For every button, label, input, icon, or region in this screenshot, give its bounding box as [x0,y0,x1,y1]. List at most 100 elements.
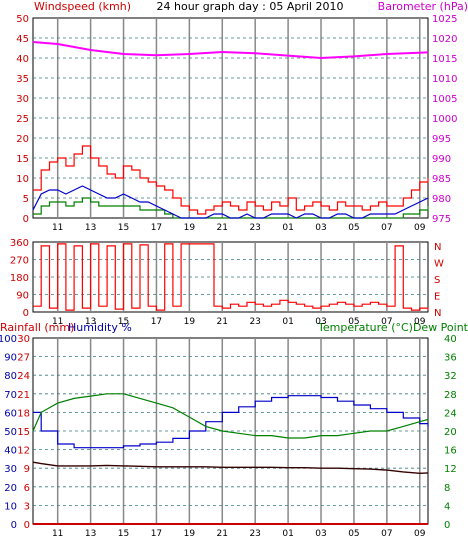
wind-y-tick: 0 [23,214,29,225]
wind-panel-frame [32,17,429,219]
humidity-y-tick: 100 [0,334,17,345]
rain-y-tick: 0 [24,520,30,531]
x-tick-label: 17 [151,223,162,233]
wind-average-line [32,185,429,219]
rain-y-tick: 18 [17,408,30,419]
x-tick-label: 13 [85,223,96,233]
x-tick-label: 23 [249,223,260,233]
humidity-y-tick: 80 [4,371,17,382]
temp-y-tick: 40 [444,334,457,345]
temp-y-tick: 36 [444,353,457,364]
barometer-axis-title: Barometer (hPa) [378,0,468,13]
temp-y-tick: 12 [444,464,457,475]
baro-y-tick: 1005 [432,94,457,105]
x-tick-label: 19 [184,223,196,233]
humidity-y-tick: 20 [4,483,17,494]
x-tick-label: 21 [217,317,228,327]
baro-y-tick: 990 [432,154,451,165]
wind-y-tick: 45 [16,34,29,45]
rain-y-tick: 15 [17,427,30,438]
x-tick-label: 15 [118,317,129,327]
x-tick-label: 15 [118,529,129,539]
humidity-line [33,395,429,449]
temp-y-tick: 0 [444,520,450,531]
humidity-y-tick: 60 [4,408,17,419]
x-tick-label: 09 [414,223,426,233]
windspeed-line [33,145,429,215]
rain-y-tick: 21 [17,390,30,401]
x-tick-label: 19 [184,529,196,539]
baro-y-tick: 975 [432,214,451,225]
rain-y-tick: 24 [17,371,30,382]
temp-y-tick: 28 [444,390,457,401]
baro-y-tick: 1015 [432,54,457,65]
x-tick-label: 03 [315,529,326,539]
temp-y-tick: 32 [444,371,457,382]
x-tick-label: 03 [315,223,326,233]
temp-y-tick: 8 [444,483,450,494]
temp-y-tick: 16 [444,446,457,457]
x-tick-label: 05 [348,529,359,539]
x-tick-label: 07 [381,529,392,539]
x-tick-label: 11 [52,317,63,327]
wind-y-tick: 50 [16,14,29,25]
x-tick-label: 11 [52,223,63,233]
baro-y-tick: 995 [432,134,451,145]
x-tick-label: 17 [151,529,162,539]
wind-y-tick: 10 [16,174,29,185]
direction-y-tick: 360 [10,238,29,249]
direction-compass-label: S [434,275,440,286]
wind-y-tick: 40 [16,54,29,65]
direction-compass-label: W [434,259,444,270]
direction-compass-label: E [434,292,440,303]
wind-y-tick: 5 [23,194,29,205]
x-tick-label: 01 [282,317,293,327]
rain-y-tick: 27 [17,353,30,364]
x-tick-label: 15 [118,223,129,233]
temp-y-tick: 4 [444,501,450,512]
temperature-axis-title: Temperature (°C)Dew Point [317,321,468,334]
x-tick-label: 01 [282,529,293,539]
x-tick-label: 03 [315,317,326,327]
chart-title: 24 hour graph day : 05 April 2010 [157,0,344,13]
baro-y-tick: 985 [432,174,451,185]
x-tick-label: 05 [348,223,359,233]
wind-direction-line [33,243,429,311]
barometer-line [32,41,429,60]
x-tick-label: 21 [217,529,228,539]
rain-y-tick: 6 [24,483,30,494]
baro-y-tick: 1025 [432,14,457,25]
x-tick-label: 07 [381,223,392,233]
temp-y-tick: 24 [444,408,457,419]
x-tick-label: 11 [52,529,63,539]
wind-y-tick: 35 [16,74,29,85]
rain-y-tick: 30 [17,334,30,345]
axis-labels: 11 11 11 13 13 13 15 15 15 17 17 17 19 19 19 21 21 21 23 23… [0,14,457,539]
baro-y-tick: 980 [432,194,451,205]
temp-y-tick: 20 [444,427,457,438]
windspeed-axis-title: Windspeed (kmh) [34,0,131,13]
direction-compass-label: N [434,308,441,319]
rain-y-tick: 3 [24,501,30,512]
x-tick-label: 09 [414,529,426,539]
rainfall-axis-title: Rainfall (mm) [0,321,74,334]
direction-compass-label: N [434,242,441,253]
x-tick-label: 21 [217,223,228,233]
humidity-y-tick: 90 [4,353,17,364]
direction-y-tick: 180 [10,273,29,284]
x-tick-label: 05 [348,317,359,327]
wind-y-tick: 30 [16,94,29,105]
direction-panel-frame [32,241,429,313]
baro-y-tick: 1020 [432,34,457,45]
dew-point-line [32,461,429,475]
rain-y-tick: 12 [17,446,30,457]
direction-y-tick: 270 [10,256,29,267]
baro-y-tick: 1000 [432,114,457,125]
direction-y-tick: 90 [16,291,29,302]
wind-y-tick: 15 [16,154,29,165]
wind-y-tick: 20 [16,134,29,145]
wind-y-tick: 25 [16,114,29,125]
x-tick-label: 13 [85,529,96,539]
temperature-line [32,393,429,439]
